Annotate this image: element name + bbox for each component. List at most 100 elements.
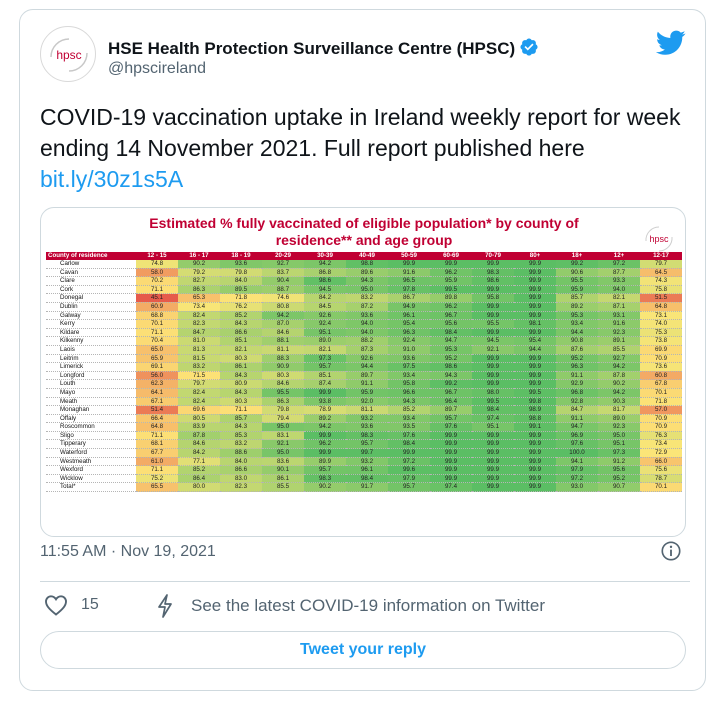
county-cell: Limerick xyxy=(46,362,136,372)
covid-info-link[interactable]: See the latest COVID-19 information on T… xyxy=(191,596,546,615)
heatmap-cell: 79.8 xyxy=(262,405,304,415)
author-name[interactable]: HSE Health Protection Surveillance Centr… xyxy=(108,37,539,59)
heatmap-cell: 69.9 xyxy=(640,345,682,355)
county-cell: Galway xyxy=(46,311,136,321)
heatmap-cell: 99.9 xyxy=(472,482,514,493)
like-count[interactable]: 15 xyxy=(81,596,99,613)
heatmap-cell: 99.9 xyxy=(472,260,514,269)
heatmap-cell: 70.1 xyxy=(640,388,682,398)
column-header: 18+ xyxy=(556,252,598,260)
heatmap-cell: 83.2 xyxy=(178,362,220,372)
table-row: Dublin 60.9 73.4 76.2 80.8 84.5 87.2 94.9 96.2 99… xyxy=(46,302,682,312)
heatmap-cell: 95.7 xyxy=(388,482,430,493)
heatmap-cell: 58.0 xyxy=(136,268,178,278)
heatmap-cell: 60.8 xyxy=(640,371,682,381)
heatmap-cell: 97.3 xyxy=(598,448,640,458)
heatmap-cell: 94.3 xyxy=(346,276,388,286)
county-cell: Kildare xyxy=(46,328,136,338)
heatmap-cell: 84.6 xyxy=(178,439,220,450)
heatmap-cell: 76.2 xyxy=(220,302,262,312)
heart-icon[interactable] xyxy=(44,594,68,616)
heatmap-cell: 98.8 xyxy=(514,414,556,424)
heatmap-cell: 97.6 xyxy=(556,439,598,450)
twitter-bird-icon[interactable] xyxy=(656,30,686,56)
divider xyxy=(40,581,690,582)
county-cell: Waterford xyxy=(46,448,136,458)
heatmap-cell: 89.7 xyxy=(346,371,388,381)
heatmap-cell: 70.9 xyxy=(640,354,682,364)
heatmap-cell: 73.4 xyxy=(178,302,220,312)
heatmap-cell: 97.6 xyxy=(388,431,430,441)
table-row: Offaly 66.4 80.5 85.7 79.4 89.2 93.2 93.4 95.7 97… xyxy=(46,414,682,424)
heatmap-cell: 99.9 xyxy=(472,328,514,338)
tweet-text: COVID-19 vaccination uptake in Ireland w… xyxy=(40,102,690,195)
vaccination-table: County of residence 12 - 15 16 - 17 18 - 19… xyxy=(46,252,682,493)
heatmap-cell: 87.4 xyxy=(304,379,346,389)
county-cell: Wicklow xyxy=(46,474,136,484)
table-row: Sligo 71.1 87.8 85.3 83.1 99.9 98.3 97.6 99.9 99.… xyxy=(46,431,682,441)
heatmap-cell: 95.0 xyxy=(346,285,388,295)
heatmap-cell: 79.8 xyxy=(220,268,262,278)
heatmap-cell: 99.9 xyxy=(472,465,514,475)
report-link[interactable]: bit.ly/30z1s5A xyxy=(40,166,184,192)
heatmap-cell: 98.3 xyxy=(304,474,346,484)
tweet-timestamp[interactable]: 11:55 AM · Nov 19, 2021 xyxy=(40,543,216,560)
heatmap-cell: 82.1 xyxy=(598,293,640,303)
heatmap-cell: 82.4 xyxy=(178,397,220,407)
heatmap-cell: 81.7 xyxy=(598,405,640,415)
heatmap-cell: 99.9 xyxy=(514,354,556,364)
column-header: 16 - 17 xyxy=(178,252,220,260)
heatmap-cell: 99.9 xyxy=(430,448,472,458)
tweet-reply-button[interactable]: Tweet your reply xyxy=(40,631,686,669)
heatmap-cell: 70.9 xyxy=(640,422,682,432)
avatar[interactable]: hpsc xyxy=(40,26,96,82)
heatmap-cell: 99.9 xyxy=(430,439,472,450)
heatmap-cell: 91.6 xyxy=(388,268,430,278)
heatmap-cell: 99.9 xyxy=(514,328,556,338)
heatmap-cell: 66.4 xyxy=(136,414,178,424)
heatmap-cell: 98.4 xyxy=(472,405,514,415)
heatmap-cell: 69.1 xyxy=(136,362,178,372)
heatmap-cell: 84.3 xyxy=(220,319,262,329)
heatmap-cell: 89.2 xyxy=(556,302,598,312)
heatmap-cell: 87.6 xyxy=(556,345,598,355)
heatmap-cell: 60.9 xyxy=(136,302,178,312)
heatmap-cell: 88.6 xyxy=(220,448,262,458)
heatmap-cell: 97.4 xyxy=(472,414,514,424)
heatmap-cell: 71.1 xyxy=(136,431,178,441)
image-logo-text: hpsc xyxy=(649,234,669,244)
heatmap-cell: 98.6 xyxy=(472,276,514,286)
heatmap-cell: 98.0 xyxy=(472,388,514,398)
heatmap-cell: 91.7 xyxy=(346,482,388,493)
heatmap-cell: 92.3 xyxy=(598,328,640,338)
heatmap-cell: 85.3 xyxy=(220,431,262,441)
heatmap-cell: 95.8 xyxy=(388,379,430,389)
heatmap-cell: 94.2 xyxy=(598,388,640,398)
heatmap-cell: 93.8 xyxy=(304,397,346,407)
lightning-icon[interactable] xyxy=(156,594,174,618)
heatmap-cell: 94.9 xyxy=(388,302,430,312)
info-icon[interactable] xyxy=(660,540,682,562)
heatmap-cell: 84.3 xyxy=(220,388,262,398)
table-row: Kilkenny 70.4 81.0 85.1 88.1 89.0 88.2 92.4 94.7… xyxy=(46,336,682,346)
heatmap-cell: 87.8 xyxy=(178,431,220,441)
county-cell: Total* xyxy=(46,482,136,493)
tweet-image[interactable]: Estimated % fully vaccinated of eligible… xyxy=(40,207,686,537)
heatmap-cell: 82.7 xyxy=(178,276,220,286)
author-handle[interactable]: @hpscireland xyxy=(108,60,207,77)
heatmap-cell: 85.2 xyxy=(388,405,430,415)
heatmap-cell: 92.0 xyxy=(346,397,388,407)
heatmap-cell: 99.9 xyxy=(514,362,556,372)
table-row: Monaghan 51.4 69.6 71.1 79.8 78.9 81.1 85.2 89.7… xyxy=(46,405,682,415)
heatmap-cell: 95.4 xyxy=(514,336,556,346)
heatmap-cell: 57.0 xyxy=(640,405,682,415)
heatmap-cell: 88.1 xyxy=(262,336,304,346)
table-row: Laois 65.0 81.3 82.1 81.1 82.1 87.3 91.0 95.3 92.… xyxy=(46,345,682,355)
column-header: 80+ xyxy=(514,252,556,260)
heatmap-cell: 84.6 xyxy=(262,379,304,389)
heatmap-cell: 83.1 xyxy=(262,431,304,441)
heatmap-cell: 93.4 xyxy=(388,414,430,424)
heatmap-cell: 95.5 xyxy=(556,276,598,286)
tweet-header: hpsc HSE Health Protection Surveillance … xyxy=(40,26,690,86)
heatmap-cell: 85.1 xyxy=(220,336,262,346)
